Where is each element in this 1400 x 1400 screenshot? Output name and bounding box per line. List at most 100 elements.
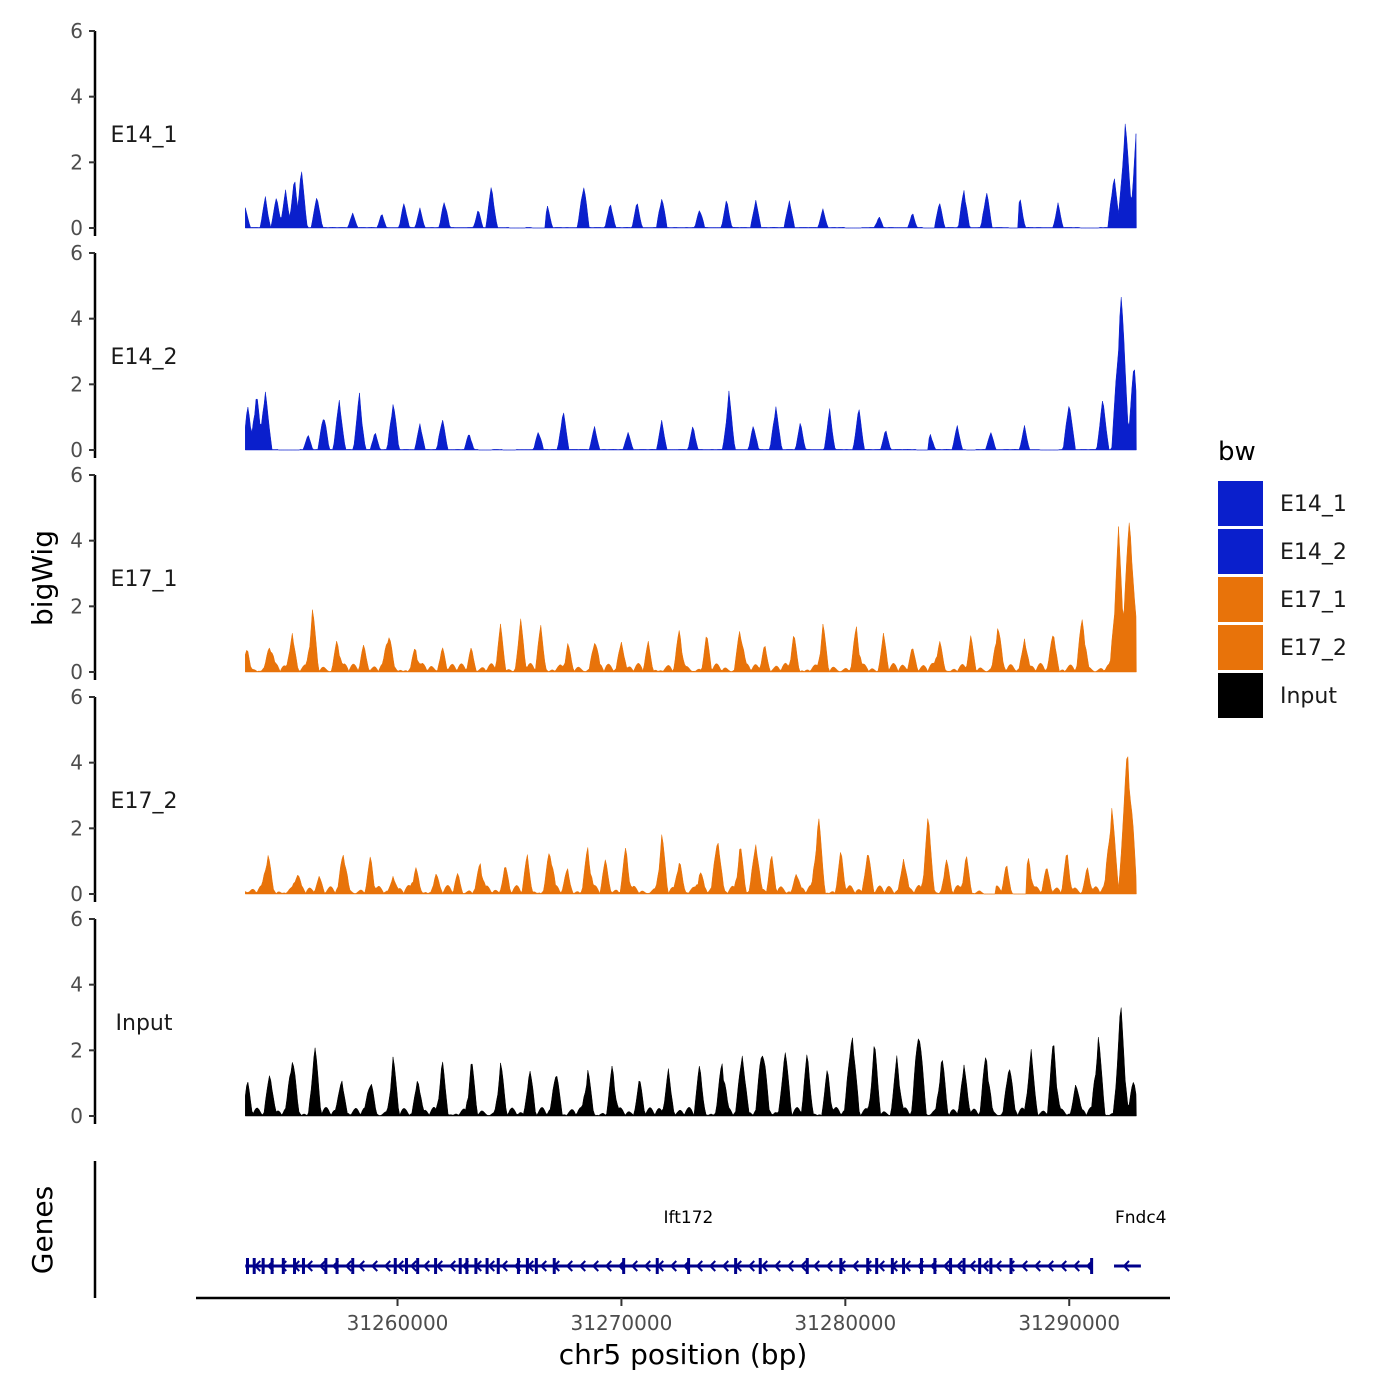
strand-arrow [994,1260,1002,1272]
exon [919,1258,923,1274]
strand-arrow [539,1260,547,1272]
exon [1090,1258,1094,1274]
exon [989,1258,993,1274]
track-label: E14_1 [111,123,178,148]
strand-arrow [591,1260,599,1272]
track-e17-2: 0 2 4 6 E17_2 [70,685,1137,906]
exon [281,1258,285,1274]
legend-swatch [1218,577,1263,622]
exon [687,1258,691,1274]
track-label: E14_2 [111,345,178,370]
gene-track: Ift172 Fndc4 [93,1161,1166,1298]
y-tick-label: 2 [70,150,83,174]
y-tick-label: 4 [70,307,83,331]
strand-arrow [812,1260,820,1272]
exon [465,1258,469,1274]
y-tick-label: 0 [70,1104,83,1128]
signal-area [245,123,1137,229]
exon [949,1258,953,1274]
strand-arrow [968,1260,976,1272]
strand-arrow [760,1260,768,1272]
strand-arrow [1020,1260,1028,1272]
exon [324,1258,328,1274]
strand-arrow [877,1260,885,1272]
exon [875,1258,879,1274]
gene-fndc4: Fndc4 [1114,1208,1166,1272]
x-tick-label: 31270000 [571,1311,673,1335]
signal-area [245,1007,1137,1117]
strand-arrow [357,1260,365,1272]
exon [245,1258,249,1274]
strand-arrow [500,1260,508,1272]
exon [866,1258,870,1274]
strand-arrow [422,1260,430,1272]
track-e14-2: 0 2 4 6 E14_2 [70,241,1137,462]
y-tick-label: 0 [70,882,83,906]
exon [525,1258,529,1274]
y-tick-label: 2 [70,816,83,840]
legend-swatch [1218,673,1263,718]
strand-arrow [630,1260,638,1272]
exon [622,1258,626,1274]
exon [270,1258,274,1274]
y-tick-label: 2 [70,594,83,618]
strand-arrow [305,1260,313,1272]
y-tick-label: 2 [70,1038,83,1062]
strand-arrow [981,1260,989,1272]
strand-arrow [318,1260,326,1272]
exon [301,1258,305,1274]
legend-swatch [1218,625,1263,670]
track-label: Input [116,1011,173,1036]
strand-arrow [448,1260,456,1272]
strand-arrow [786,1260,794,1272]
y-tick-label: 0 [70,216,83,240]
strand-arrow [1059,1260,1067,1272]
y-tick-label: 6 [70,685,83,709]
strand-arrow [708,1260,716,1272]
exon [933,1258,937,1274]
strand-arrow [578,1260,586,1272]
exon [351,1258,355,1274]
y-tick-label: 4 [70,529,83,553]
legend-label: E17_2 [1280,636,1347,661]
exon [393,1258,397,1274]
strand-arrow [955,1260,963,1272]
strand-arrow [799,1260,807,1272]
exon [655,1258,659,1274]
x-tick-label: 31290000 [1018,1311,1120,1335]
track-label: E17_2 [111,789,178,814]
strand-arrow [643,1260,651,1272]
legend-label: E17_1 [1280,588,1347,613]
signal-area [245,296,1137,451]
exon [890,1258,894,1274]
strand-arrow [383,1260,391,1272]
y-tick-label: 6 [70,463,83,487]
exon [416,1258,420,1274]
legend-swatch [1218,529,1263,574]
legend: bw E14_1 E14_2 E17_1 E17_2 Input [1218,437,1347,718]
exon [902,1258,906,1274]
strand-arrow [1122,1260,1130,1272]
exon [962,1258,966,1274]
strand-arrow [773,1260,781,1272]
gene-label: Ift172 [664,1208,714,1228]
exon [496,1258,500,1274]
legend-swatch [1218,481,1263,526]
y-tick-label: 4 [70,85,83,109]
strand-arrow [903,1260,911,1272]
strand-arrow [344,1260,352,1272]
legend-label: Input [1280,684,1337,709]
strand-arrow [942,1260,950,1272]
strand-arrow [669,1260,677,1272]
exon [805,1258,809,1274]
exon [516,1258,520,1274]
exon [335,1258,339,1274]
signal-tracks: 0 2 4 6 E14_1 0 2 4 6 E14_2 0 2 4 6 E17_1 0 2 4 6 E17_2 0 2 4 6… [70,19,1137,1128]
y-tick-label: 4 [70,973,83,997]
signal-area [245,522,1137,673]
strand-arrow [1072,1260,1080,1272]
strand-arrow [851,1260,859,1272]
strand-arrow [721,1260,729,1272]
y-tick-label: 6 [70,907,83,931]
exon [458,1258,462,1274]
